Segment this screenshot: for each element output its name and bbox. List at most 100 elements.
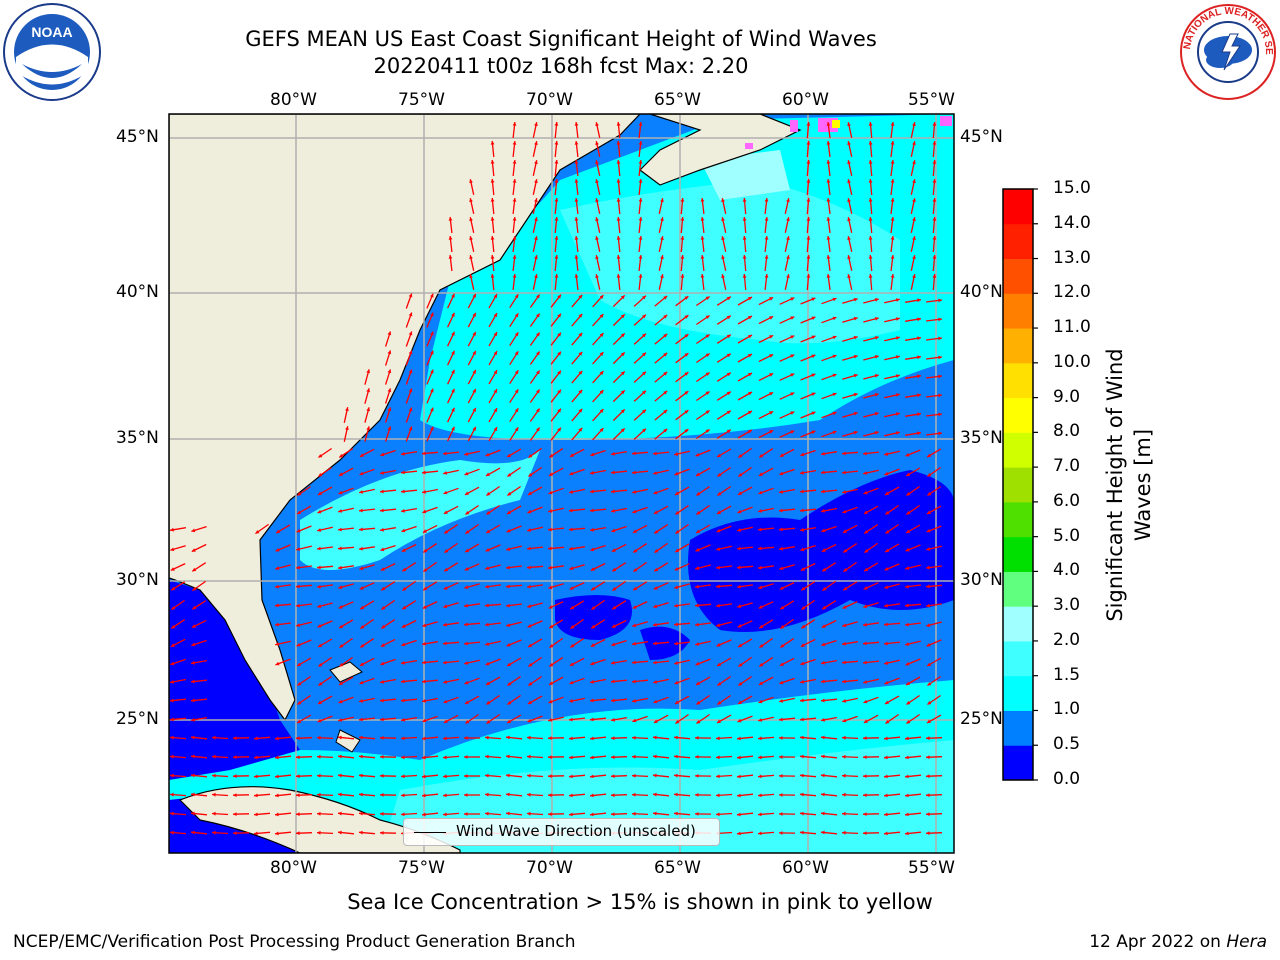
wind-wave-arrowhead bbox=[653, 773, 657, 778]
wind-wave-arrowhead bbox=[599, 428, 604, 432]
wind-wave-arrowhead bbox=[874, 336, 879, 340]
wind-wave-arrowhead bbox=[599, 390, 604, 394]
colorbar-segment bbox=[1003, 745, 1033, 781]
wind-wave-arrowhead bbox=[716, 755, 720, 760]
wind-wave-arrowhead bbox=[800, 643, 805, 647]
wind-wave-arrowhead bbox=[548, 605, 553, 609]
wind-wave-arrowhead bbox=[800, 508, 804, 513]
wind-wave-arrowhead bbox=[548, 812, 552, 816]
wind-wave-arrowhead bbox=[254, 793, 258, 798]
wind-wave-arrowhead bbox=[632, 623, 637, 628]
wind-wave-arrowhead bbox=[339, 624, 344, 629]
wind-wave-arrowhead bbox=[863, 641, 867, 646]
wind-wave-arrowhead bbox=[191, 717, 195, 722]
wind-wave-arrowhead bbox=[811, 354, 816, 359]
wind-wave-arrowhead bbox=[638, 122, 643, 126]
wind-wave-arrowhead bbox=[490, 198, 495, 202]
wind-wave-arrowhead bbox=[674, 811, 678, 816]
lat-label-left: 35°N bbox=[116, 428, 159, 448]
wind-wave-arrowhead bbox=[423, 586, 428, 591]
wind-wave-arrowhead bbox=[191, 698, 195, 703]
wind-wave-arrowhead bbox=[769, 335, 774, 339]
wind-wave-arrowhead bbox=[536, 427, 540, 432]
wind-wave-arrowhead bbox=[448, 236, 453, 240]
wind-wave-arrowhead bbox=[790, 297, 795, 301]
wind-wave-arrowhead bbox=[465, 719, 470, 724]
wind-wave-arrowhead bbox=[896, 374, 900, 378]
wind-wave-arrowhead bbox=[864, 567, 869, 572]
wind-wave-arrowhead bbox=[779, 717, 783, 722]
wind-wave-arrowhead bbox=[779, 680, 784, 685]
wind-wave-arrowhead bbox=[758, 718, 762, 722]
wind-wave-arrowhead bbox=[507, 662, 512, 666]
wind-wave-arrowhead bbox=[927, 453, 932, 458]
wind-wave-arrowhead bbox=[868, 236, 873, 240]
wind-wave-arrowhead bbox=[338, 754, 342, 759]
wind-wave-arrowhead bbox=[569, 699, 573, 703]
wind-wave-arrowhead bbox=[653, 641, 657, 646]
wind-wave-arrowhead bbox=[506, 547, 511, 551]
wind-wave-arrowhead bbox=[695, 452, 700, 457]
wind-wave-arrowhead bbox=[642, 409, 646, 414]
wind-wave-arrowhead bbox=[642, 333, 646, 338]
wind-wave-arrowhead bbox=[401, 470, 405, 475]
wind-wave-arrowhead bbox=[912, 160, 916, 164]
wind-wave-arrowhead bbox=[653, 660, 657, 665]
wind-wave-arrowhead bbox=[863, 736, 867, 740]
wind-wave-arrowhead bbox=[779, 490, 783, 494]
wind-wave-arrowhead bbox=[737, 793, 741, 798]
wind-wave-arrowhead bbox=[663, 428, 668, 433]
wind-wave-arrowhead bbox=[451, 426, 455, 431]
wind-wave-arrowhead bbox=[507, 701, 512, 705]
colorbar bbox=[1002, 188, 1038, 781]
wind-wave-arrowhead bbox=[485, 548, 490, 552]
wind-wave-arrowhead bbox=[578, 408, 583, 413]
wind-wave-arrowhead bbox=[591, 586, 596, 591]
wind-wave-arrowhead bbox=[842, 735, 846, 740]
wind-wave-arrowhead bbox=[884, 793, 888, 798]
wind-wave-arrowhead bbox=[638, 160, 643, 164]
wind-wave-arrowhead bbox=[896, 355, 900, 359]
wind-wave-arrowhead bbox=[800, 679, 804, 684]
wind-wave-arrowhead bbox=[464, 774, 468, 778]
wind-wave-arrowhead bbox=[401, 793, 405, 798]
wind-wave-arrowhead bbox=[695, 812, 699, 816]
wind-wave-arrowhead bbox=[675, 700, 679, 704]
wind-wave-arrowhead bbox=[868, 122, 873, 126]
nws-logo: NATIONAL WEATHER SERVICE bbox=[1178, 2, 1276, 100]
wind-wave-arrowhead bbox=[359, 717, 363, 722]
wind-wave-arrowhead bbox=[896, 298, 900, 302]
wind-wave-arrowhead bbox=[674, 567, 679, 571]
wind-wave-arrowhead bbox=[170, 643, 175, 647]
wind-wave-arrowhead bbox=[548, 736, 552, 740]
wind-wave-arrowhead bbox=[486, 472, 490, 476]
wind-wave-arrowhead bbox=[832, 430, 837, 435]
wind-wave-arrowhead bbox=[847, 179, 851, 183]
wind-wave-arrowhead bbox=[905, 774, 909, 779]
wind-wave-arrowhead bbox=[738, 472, 743, 477]
wind-wave-arrowhead bbox=[759, 662, 764, 667]
wind-wave-arrowhead bbox=[616, 236, 621, 240]
wind-wave-arrowhead bbox=[780, 625, 785, 629]
wind-wave-arrowhead bbox=[493, 370, 497, 375]
wind-wave-arrowhead bbox=[569, 566, 574, 571]
wind-wave-arrowhead bbox=[847, 217, 851, 221]
wind-wave-arrowhead bbox=[297, 701, 302, 705]
wind-wave-arrowhead bbox=[611, 812, 615, 817]
colorbar-segment bbox=[1003, 536, 1033, 572]
wind-wave-arrowhead bbox=[192, 567, 197, 572]
wind-wave-arrowhead bbox=[465, 491, 469, 495]
wind-wave-arrowhead bbox=[527, 792, 531, 797]
lon-label-top: 60°W bbox=[782, 90, 829, 110]
wind-wave-arrowhead bbox=[611, 548, 616, 552]
wind-wave-arrowhead bbox=[905, 755, 909, 760]
wind-wave-arrowhead bbox=[444, 549, 449, 553]
wind-wave-arrowhead bbox=[890, 160, 895, 164]
wind-wave-arrowhead bbox=[847, 198, 851, 202]
lon-label-bottom: 75°W bbox=[398, 858, 445, 878]
wind-wave-arrowhead bbox=[826, 255, 831, 259]
wind-wave-arrowhead bbox=[486, 511, 491, 515]
wind-wave-arrowhead bbox=[695, 603, 699, 608]
wind-wave-arrowhead bbox=[595, 141, 599, 145]
wind-wave-arrowhead bbox=[590, 812, 594, 817]
